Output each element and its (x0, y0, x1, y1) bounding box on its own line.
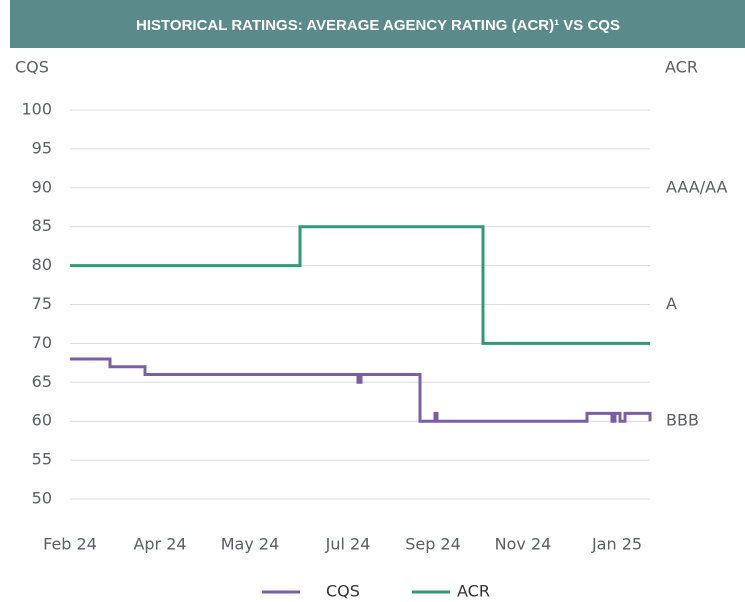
y-tick-label: 95 (32, 138, 52, 157)
y-tick-label: 60 (32, 411, 52, 430)
series-line (70, 225, 650, 345)
y-tick-label: 50 (32, 489, 52, 508)
x-tick-label: Jul 24 (325, 535, 371, 554)
y2-tick-label: AAA/AA (666, 177, 728, 196)
y-tick-label: 70 (32, 333, 52, 352)
y2-tick-label: BBB (666, 411, 699, 430)
x-tick-label: Nov 24 (495, 535, 552, 554)
x-tick-label: Feb 24 (43, 535, 97, 554)
x-tick-label: Jan 25 (591, 535, 642, 554)
y-tick-label: 90 (32, 177, 52, 196)
y2-axis-label: ACR (665, 58, 698, 77)
y-axis-label: CQS (15, 58, 49, 77)
chart-title: HISTORICAL RATINGS: AVERAGE AGENCY RATIN… (136, 17, 620, 34)
y2-tick-label: A (666, 294, 677, 313)
series-line (70, 357, 652, 423)
y-tick-label: 75 (32, 294, 52, 313)
legend-label: ACR (457, 582, 490, 601)
legend-label: CQS (326, 582, 360, 601)
y-tick-label: 100 (21, 100, 52, 119)
x-tick-label: Sep 24 (405, 535, 461, 554)
x-tick-label: May 24 (221, 535, 280, 554)
y-tick-label: 85 (32, 216, 52, 235)
y-tick-label: 65 (32, 372, 52, 391)
y-tick-label: 55 (32, 450, 52, 469)
x-tick-label: Apr 24 (133, 535, 186, 554)
y-tick-label: 80 (32, 255, 52, 274)
title-bar (10, 0, 745, 48)
